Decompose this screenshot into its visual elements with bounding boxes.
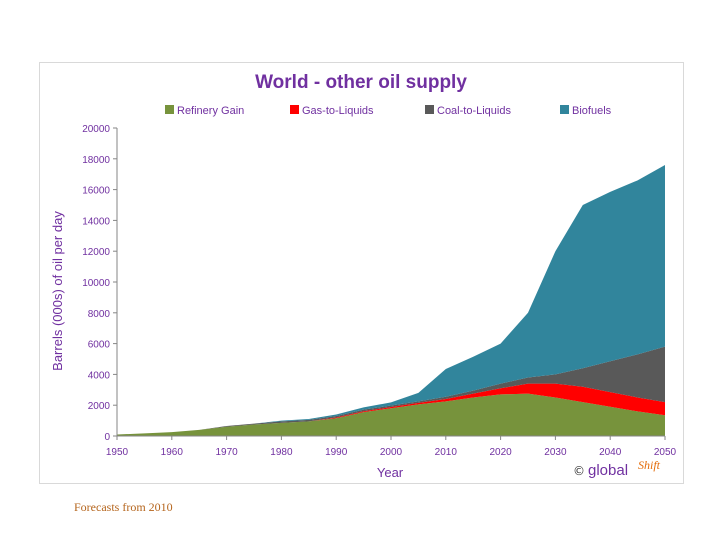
x-tick-label: 1980 bbox=[270, 447, 293, 458]
y-tick-label: 14000 bbox=[82, 216, 110, 227]
axes: 0 2000 4000 6000 8000 10000 12000 14000 16000 180… bbox=[82, 124, 676, 458]
x-tick-label: 2030 bbox=[544, 447, 567, 458]
legend-label-gas-to-liquids: Gas-to-Liquids bbox=[302, 105, 374, 117]
x-tick-label: 1960 bbox=[161, 447, 184, 458]
legend: Refinery Gain Gas-to-Liquids Coal-to-Liqui… bbox=[165, 105, 612, 117]
x-tick-label: 1950 bbox=[106, 447, 129, 458]
x-tick-label: 2000 bbox=[380, 447, 403, 458]
y-tick-label: 0 bbox=[104, 432, 110, 443]
area-refinery-gain bbox=[117, 393, 665, 436]
chart-svg: World - other oil supply Refinery Gain Ga… bbox=[50, 72, 677, 480]
legend-label-coal-to-liquids: Coal-to-Liquids bbox=[437, 105, 511, 117]
logo-brand-main: global bbox=[588, 462, 628, 479]
x-tick-label: 2010 bbox=[435, 447, 458, 458]
y-tick-label: 20000 bbox=[82, 124, 110, 135]
x-tick-label: 2050 bbox=[654, 447, 677, 458]
legend-label-biofuels: Biofuels bbox=[572, 105, 612, 117]
legend-swatch-refinery-gain bbox=[165, 105, 174, 114]
y-tick-label: 18000 bbox=[82, 155, 110, 166]
legend-swatch-coal-to-liquids bbox=[425, 105, 434, 114]
y-tick-label: 4000 bbox=[88, 370, 111, 381]
y-tick-label: 8000 bbox=[88, 309, 111, 320]
x-axis-label: Year bbox=[377, 465, 404, 480]
legend-swatch-gas-to-liquids bbox=[290, 105, 299, 114]
x-tick-label: 2020 bbox=[489, 447, 512, 458]
y-axis-label: Barrels (000s) of oil per day bbox=[50, 211, 65, 371]
y-tick-label: 2000 bbox=[88, 401, 111, 412]
globalshift-logo: © global Shift bbox=[573, 458, 661, 479]
area-biofuels bbox=[117, 164, 665, 435]
y-tick-label: 10000 bbox=[82, 278, 110, 289]
y-tick-label: 6000 bbox=[88, 340, 111, 351]
copyright-mark: © bbox=[573, 464, 585, 478]
x-tick-label: 2040 bbox=[599, 447, 622, 458]
y-tick-label: 16000 bbox=[82, 186, 110, 197]
forecast-caption: Forecasts from 2010 bbox=[74, 500, 173, 514]
x-tick-label: 1990 bbox=[325, 447, 348, 458]
legend-swatch-biofuels bbox=[560, 105, 569, 114]
chart-frame: World - other oil supply Refinery Gain Ga… bbox=[39, 62, 684, 484]
chart-title: World - other oil supply bbox=[255, 72, 467, 93]
legend-label-refinery-gain: Refinery Gain bbox=[177, 105, 244, 117]
x-tick-label: 1970 bbox=[215, 447, 238, 458]
plot-areas bbox=[117, 164, 665, 436]
logo-brand-sup: Shift bbox=[638, 458, 661, 472]
y-tick-label: 12000 bbox=[82, 247, 110, 258]
